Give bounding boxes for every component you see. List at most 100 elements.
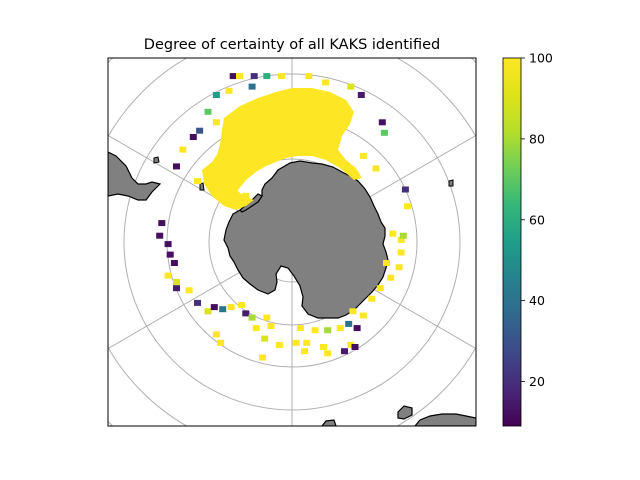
kaks-point [185,287,193,294]
kaks-point [219,306,227,313]
kaks-point [351,344,359,350]
kaks-point [359,152,367,159]
kaks-point [387,274,395,281]
map-frame [107,57,477,427]
kaks-point [250,73,258,80]
kaks-point [248,314,256,321]
peninsula [239,193,263,213]
chart-title: Degree of certainty of all KAKS identifi… [144,37,440,53]
kaks-point [212,92,220,98]
kaks-point [347,83,355,90]
tasmania-island [397,405,413,420]
kaks-point [225,87,233,94]
kaks-point [399,232,407,239]
kaks-point [229,73,237,80]
island-falklands [153,156,160,164]
kaks-point [324,350,332,357]
kaks-point [353,325,361,332]
kaks-point [368,295,376,302]
kaks-point [376,285,384,292]
kaks-point [404,203,411,210]
kaks-point [383,260,390,266]
kaks-point [166,251,174,258]
kaks-point [173,285,180,292]
kaks-point [341,348,348,355]
kaks-point [345,320,353,327]
kaks-point [267,323,275,329]
island-south-georgia [199,182,205,191]
kaks-point [311,327,319,334]
kaks-point [349,308,357,315]
kaks-point [389,230,397,237]
kaks-point [156,232,164,239]
colorbar-gradient [502,57,522,427]
kaks-point [263,73,271,80]
kaks-point [401,186,409,193]
kaks-point [261,335,269,342]
kaks-point [173,278,180,285]
kaks-point [305,73,313,80]
kaks-point [248,83,256,90]
south-america [108,151,162,201]
kaks-point [292,339,300,346]
kaks-points [156,73,411,361]
kaks-point [278,73,285,80]
kaks-point [252,325,260,332]
colorbar-tick-label: 40 [529,293,545,308]
kaks-point [236,73,243,80]
kaks-point [179,146,187,153]
kaks-region-ring [202,142,254,210]
kaks-point [322,79,330,86]
kaks-point [320,344,327,350]
kaks-point [395,264,403,271]
kaks-dense-regions [202,88,362,210]
kaks-point [263,314,271,321]
kaks-point [196,127,204,134]
kaks-point [189,134,197,140]
kaks-point [173,163,180,170]
kaks-point [275,341,283,348]
kaks-point [378,119,386,126]
kaks-point [212,119,220,126]
map-area [108,58,476,426]
colorbar-ticks: 20 40 60 80 100 [521,51,553,389]
kaks-point [359,312,367,319]
kaks-point [164,272,172,279]
kaks-point [397,249,405,256]
kaks-point [194,299,201,306]
kaks-point [347,341,355,348]
kaks-point [336,325,344,332]
kaks-point [242,310,250,317]
colorbar-tick-label: 60 [529,212,545,227]
island-south [321,419,337,426]
kaks-point [158,220,166,227]
kaks-point [212,331,220,338]
kaks-point [194,178,201,185]
kaks-point [301,348,309,355]
kaks-point [204,308,212,315]
kaks-point [215,184,222,191]
kaks-point [242,192,250,199]
kaks-point [170,260,178,266]
kaks-point [324,327,332,334]
kaks-point [303,339,311,346]
colorbar-tick-label: 80 [529,131,545,146]
kaks-region-north [214,88,362,200]
kaks-point [204,108,212,115]
kaks-point [238,302,246,308]
island-east [448,179,454,187]
landmasses [108,151,476,426]
antarctica-landmass [223,160,389,319]
australia-fragment [414,413,476,426]
kaks-point [380,129,388,136]
colorbar-tick-label: 100 [529,51,553,66]
colorbar-tick-label: 20 [529,374,545,389]
kaks-point [296,325,304,332]
kaks-point [210,304,218,311]
kaks-point [227,304,235,311]
colorbar: 20 40 60 80 100 [502,51,553,427]
kaks-point [217,339,225,346]
kaks-point [397,236,405,243]
kaks-point [259,354,267,361]
